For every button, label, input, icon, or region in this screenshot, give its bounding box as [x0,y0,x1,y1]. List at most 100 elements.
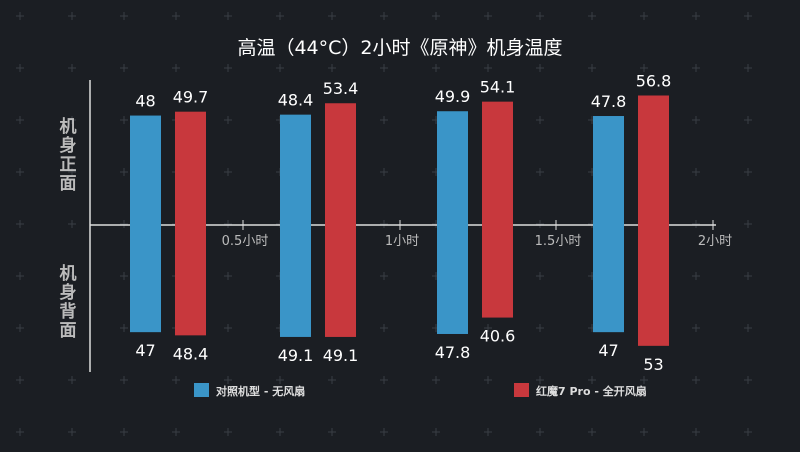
grid-plus [432,428,440,436]
grid-plus [120,12,128,20]
grid-plus [536,376,544,384]
grid-plus [68,12,76,20]
data-label-front: 53.4 [323,79,359,98]
grid-plus [16,272,24,280]
grid-plus [744,116,752,124]
grid-plus [328,428,336,436]
grid-plus [640,64,648,72]
grid-plus [588,428,596,436]
grid-plus [68,64,76,72]
data-label-back: 47 [598,341,618,360]
bar-back [175,225,206,336]
x-tick-label: 0.5小时 [222,234,269,249]
legend-swatch [514,383,529,397]
grid-plus [68,168,76,176]
bar-front [482,101,513,225]
grid-plus [588,12,596,20]
grid-plus [692,12,700,20]
grid-plus [692,324,700,332]
grid-plus [120,272,128,280]
grid-plus [120,324,128,332]
grid-plus [380,64,388,72]
grid-plus [224,116,232,124]
grid-plus [536,428,544,436]
grid-plus [380,272,388,280]
grid-plus [692,376,700,384]
chart-title: 高温（44°C）2小时《原神》机身温度 [237,37,562,59]
grid-plus [640,428,648,436]
grid-plus [380,220,388,228]
grid-plus [224,376,232,384]
bar-front [638,95,669,225]
grid-plus [224,168,232,176]
data-label-back: 48.4 [173,344,209,363]
grid-plus [536,272,544,280]
grid-plus [276,64,284,72]
grid-plus [432,64,440,72]
grid-plus [432,12,440,20]
data-label-back: 47.8 [435,343,471,362]
grid-plus [640,376,648,384]
grid-plus [744,272,752,280]
grid-plus [744,324,752,332]
grid-plus [224,428,232,436]
y-label-bottom: 机身背面 [59,264,77,341]
data-label-front: 54.1 [480,78,516,97]
grid-plus [744,168,752,176]
data-label-front: 49.9 [435,87,471,106]
grid-plus [224,12,232,20]
data-label-back: 49.1 [278,346,314,365]
grid-plus [68,428,76,436]
grid-plus [16,376,24,384]
grid-plus [16,64,24,72]
grid-plus [536,64,544,72]
grid-plus [744,220,752,228]
grid-plus [536,324,544,332]
grid-plus [692,428,700,436]
bar-back [130,225,161,333]
grid-plus [380,12,388,20]
bar-front [280,114,311,225]
data-label-back: 49.1 [323,346,359,365]
grid-plus [68,116,76,124]
data-label-front: 56.8 [636,71,672,90]
data-label-front: 48 [135,92,155,111]
grid-plus [120,64,128,72]
x-tick-label: 1小时 [385,234,419,249]
data-label-back: 47 [135,341,155,360]
grid-plus [16,116,24,124]
grid-plus [536,12,544,20]
grid-plus [328,12,336,20]
grid-plus [68,272,76,280]
grid-plus [276,428,284,436]
grid-plus [692,64,700,72]
grid-plus [224,324,232,332]
grid-plus [68,324,76,332]
grid-plus [380,428,388,436]
data-label-front: 48.4 [278,91,314,110]
grid-plus [172,376,180,384]
legend-label: 对照机型 - 无风扇 [216,384,305,398]
grid-plus [120,168,128,176]
bar-back [280,225,311,337]
grid-plus [68,220,76,228]
grid-plus [16,428,24,436]
grid-plus [328,64,336,72]
grid-plus [692,220,700,228]
grid-plus [172,428,180,436]
bar-front [130,115,161,225]
grid-plus [380,376,388,384]
y-label-top: 机身正面 [59,117,77,194]
grid-plus [68,376,76,384]
grid-plus [172,64,180,72]
data-label-front: 49.7 [173,88,209,107]
x-tick-label: 2小时 [698,234,732,249]
bar-back [437,225,468,334]
data-label-front: 47.8 [591,92,627,111]
bar-back [638,225,669,346]
grid-plus [432,376,440,384]
grid-plus [484,12,492,20]
grid-plus [588,64,596,72]
bar-front [437,111,468,225]
